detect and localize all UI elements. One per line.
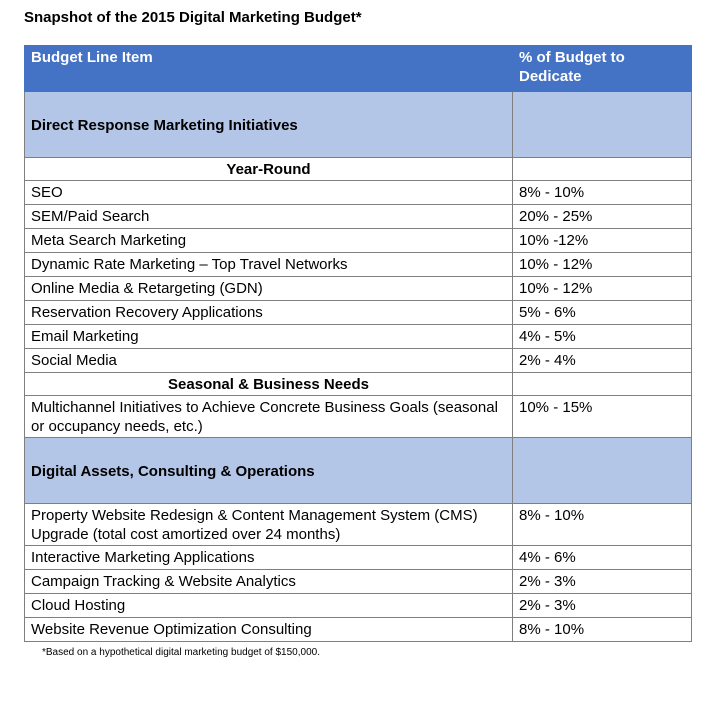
percent-cell: 20% - 25% <box>512 204 692 229</box>
item-row: Multichannel Initiatives to Achieve Conc… <box>24 395 692 438</box>
title: Snapshot of the 2015 Digital Marketing B… <box>24 9 362 26</box>
group-row: Seasonal & Business Needs <box>24 372 692 396</box>
item-row: Social Media 2% - 4% <box>24 348 692 373</box>
percent-cell: 10% - 12% <box>512 276 692 301</box>
percent-cell: 4% - 6% <box>512 545 692 570</box>
section-row: Direct Response Marketing Initiatives <box>24 91 692 158</box>
percent-cell: 8% - 10% <box>512 180 692 205</box>
item-cell: Dynamic Rate Marketing – Top Travel Netw… <box>24 252 513 277</box>
item-cell: Campaign Tracking & Website Analytics <box>24 569 513 594</box>
item-cell: Multichannel Initiatives to Achieve Conc… <box>24 395 513 438</box>
item-row: Interactive Marketing Applications 4% - 6… <box>24 545 692 570</box>
item-row: Website Revenue Optimization Consulting 8… <box>24 617 692 642</box>
section-row: Digital Assets, Consulting & Operations <box>24 437 692 504</box>
percent-cell: 2% - 3% <box>512 569 692 594</box>
table-body: Budget Line Item % of Budget to Dedicate… <box>24 45 692 642</box>
item-cell: SEO <box>24 180 513 205</box>
item-row: Email Marketing 4% - 5% <box>24 324 692 349</box>
item-row: SEO 8% - 10% <box>24 180 692 205</box>
percent-cell: 8% - 10% <box>512 617 692 642</box>
item-cell: Property Website Redesign & Content Mana… <box>24 503 513 546</box>
empty-cell <box>512 437 692 504</box>
percent-cell: 10% - 15% <box>512 395 692 438</box>
empty-cell <box>512 157 692 181</box>
percent-cell: 2% - 4% <box>512 348 692 373</box>
percent-cell: 4% - 5% <box>512 324 692 349</box>
footnote: *Based on a hypothetical digital marketi… <box>42 647 320 658</box>
item-row: SEM/Paid Search 20% - 25% <box>24 204 692 229</box>
group-row-cell: Year-Round <box>24 157 513 181</box>
percent-cell: 10% -12% <box>512 228 692 253</box>
item-row: Dynamic Rate Marketing – Top Travel Netw… <box>24 252 692 277</box>
item-cell: Online Media & Retargeting (GDN) <box>24 276 513 301</box>
item-cell: Reservation Recovery Applications <box>24 300 513 325</box>
item-cell: Website Revenue Optimization Consulting <box>24 617 513 642</box>
item-row: Meta Search Marketing 10% -12% <box>24 228 692 253</box>
percent-cell: 10% - 12% <box>512 252 692 277</box>
group-row-cell: Seasonal & Business Needs <box>24 372 513 396</box>
item-cell: Cloud Hosting <box>24 593 513 618</box>
item-row: Reservation Recovery Applications 5% - 6% <box>24 300 692 325</box>
section-row-cell: Direct Response Marketing Initiatives <box>24 91 513 158</box>
item-row: Online Media & Retargeting (GDN) 10% - 12… <box>24 276 692 301</box>
group-row: Year-Round <box>24 157 692 181</box>
header-cell: Budget Line Item <box>24 45 513 92</box>
item-row: Property Website Redesign & Content Mana… <box>24 503 692 546</box>
budget-table: Budget Line Item % of Budget to Dedicate… <box>24 45 692 642</box>
percent-cell: 8% - 10% <box>512 503 692 546</box>
empty-cell <box>512 91 692 158</box>
empty-cell <box>512 372 692 396</box>
item-cell: Email Marketing <box>24 324 513 349</box>
item-cell: Interactive Marketing Applications <box>24 545 513 570</box>
header-cell: % of Budget to Dedicate <box>512 45 692 92</box>
item-cell: Meta Search Marketing <box>24 228 513 253</box>
item-row: Campaign Tracking & Website Analytics 2% … <box>24 569 692 594</box>
section-row-cell: Digital Assets, Consulting & Operations <box>24 437 513 504</box>
percent-cell: 2% - 3% <box>512 593 692 618</box>
item-cell: Social Media <box>24 348 513 373</box>
percent-cell: 5% - 6% <box>512 300 692 325</box>
item-cell: SEM/Paid Search <box>24 204 513 229</box>
header-row: Budget Line Item % of Budget to Dedicate <box>24 45 692 92</box>
item-row: Cloud Hosting 2% - 3% <box>24 593 692 618</box>
